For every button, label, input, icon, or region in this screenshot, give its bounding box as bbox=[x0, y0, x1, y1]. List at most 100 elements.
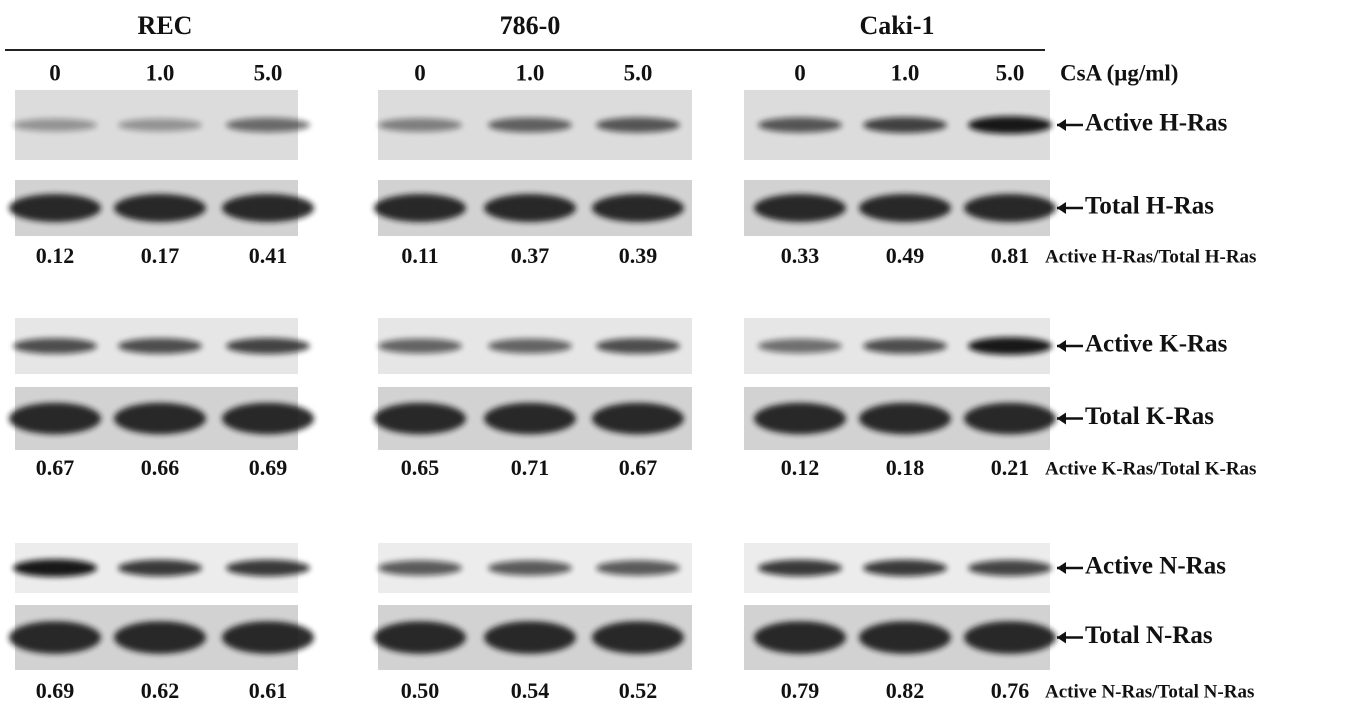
band bbox=[968, 337, 1052, 355]
ratio: 0.37 bbox=[511, 243, 550, 268]
band bbox=[863, 338, 947, 354]
band bbox=[488, 338, 572, 354]
ratio: 0.81 bbox=[991, 243, 1030, 268]
group-label: 786-0 bbox=[500, 11, 561, 40]
band bbox=[114, 194, 206, 222]
band bbox=[596, 560, 680, 576]
arrow-head bbox=[1057, 340, 1066, 352]
band bbox=[758, 559, 842, 577]
ratio: 0.71 bbox=[511, 455, 550, 480]
group-label: Caki-1 bbox=[859, 11, 934, 40]
band bbox=[226, 338, 310, 354]
ratio: 0.66 bbox=[141, 455, 180, 480]
band bbox=[968, 560, 1052, 576]
band bbox=[378, 118, 462, 132]
band bbox=[964, 194, 1056, 222]
ratio: 0.62 bbox=[141, 678, 180, 703]
dose: 1.0 bbox=[516, 60, 545, 85]
band bbox=[859, 621, 951, 654]
dose: 5.0 bbox=[624, 60, 653, 85]
band bbox=[114, 402, 206, 435]
dose: 0 bbox=[794, 60, 806, 85]
ratio: 0.11 bbox=[401, 243, 438, 268]
band bbox=[754, 402, 846, 435]
band bbox=[118, 338, 202, 354]
ratio: 0.33 bbox=[781, 243, 820, 268]
ratio: 0.65 bbox=[401, 455, 440, 480]
band bbox=[114, 621, 206, 654]
band bbox=[964, 621, 1056, 654]
band bbox=[863, 559, 947, 577]
band bbox=[758, 117, 842, 133]
band bbox=[222, 621, 314, 654]
band bbox=[118, 118, 202, 132]
ratio-label: Active H-Ras/Total H-Ras bbox=[1045, 246, 1256, 267]
total-label: Total K-Ras bbox=[1085, 403, 1214, 430]
band bbox=[596, 338, 680, 354]
ratio: 0.52 bbox=[619, 678, 658, 703]
dose: 0 bbox=[414, 60, 426, 85]
ratio: 0.69 bbox=[36, 678, 75, 703]
dose: 5.0 bbox=[254, 60, 283, 85]
band bbox=[226, 117, 310, 133]
band bbox=[968, 116, 1052, 134]
ratio: 0.76 bbox=[991, 678, 1030, 703]
band bbox=[758, 338, 842, 354]
arrow-head bbox=[1057, 562, 1066, 574]
arrow-head bbox=[1057, 202, 1066, 214]
band bbox=[754, 621, 846, 654]
dose: 0 bbox=[49, 60, 61, 85]
ratio: 0.54 bbox=[511, 678, 550, 703]
ratio: 0.79 bbox=[781, 678, 820, 703]
ratio: 0.69 bbox=[249, 455, 288, 480]
arrow-head bbox=[1057, 631, 1066, 644]
arrow-head bbox=[1057, 119, 1066, 131]
band bbox=[378, 560, 462, 576]
arrow-head bbox=[1057, 412, 1066, 425]
dose: 1.0 bbox=[146, 60, 175, 85]
ratio: 0.50 bbox=[401, 678, 440, 703]
active-label: Active H-Ras bbox=[1085, 110, 1228, 137]
band bbox=[13, 338, 97, 354]
band bbox=[9, 621, 101, 654]
band bbox=[484, 194, 576, 222]
band bbox=[592, 194, 684, 222]
active-label: Active N-Ras bbox=[1085, 553, 1226, 580]
band bbox=[118, 559, 202, 577]
band bbox=[13, 559, 97, 577]
ratio: 0.18 bbox=[886, 455, 925, 480]
ratio: 0.39 bbox=[619, 243, 658, 268]
band bbox=[374, 621, 466, 654]
band bbox=[226, 559, 310, 577]
band bbox=[596, 117, 680, 133]
ratio: 0.41 bbox=[249, 243, 288, 268]
band bbox=[13, 118, 97, 132]
band bbox=[488, 560, 572, 576]
band bbox=[592, 621, 684, 654]
dose: 1.0 bbox=[891, 60, 920, 85]
band bbox=[374, 194, 466, 222]
active-label: Active K-Ras bbox=[1085, 331, 1228, 358]
band bbox=[488, 117, 572, 133]
band bbox=[9, 402, 101, 435]
ratio: 0.61 bbox=[249, 678, 288, 703]
band bbox=[374, 402, 466, 435]
ratio: 0.67 bbox=[36, 455, 75, 480]
band bbox=[484, 621, 576, 654]
dose-label: CsA (μg/ml) bbox=[1060, 60, 1178, 85]
total-label: Total H-Ras bbox=[1085, 193, 1214, 220]
ratio: 0.17 bbox=[141, 243, 180, 268]
ratio: 0.49 bbox=[886, 243, 925, 268]
ratio: 0.12 bbox=[781, 455, 820, 480]
ratio: 0.12 bbox=[36, 243, 75, 268]
ratio: 0.21 bbox=[991, 455, 1030, 480]
band bbox=[964, 402, 1056, 435]
band bbox=[863, 117, 947, 133]
band bbox=[859, 402, 951, 435]
band bbox=[378, 338, 462, 354]
dose: 5.0 bbox=[996, 60, 1025, 85]
band bbox=[9, 194, 101, 222]
band bbox=[222, 194, 314, 222]
band bbox=[222, 402, 314, 435]
